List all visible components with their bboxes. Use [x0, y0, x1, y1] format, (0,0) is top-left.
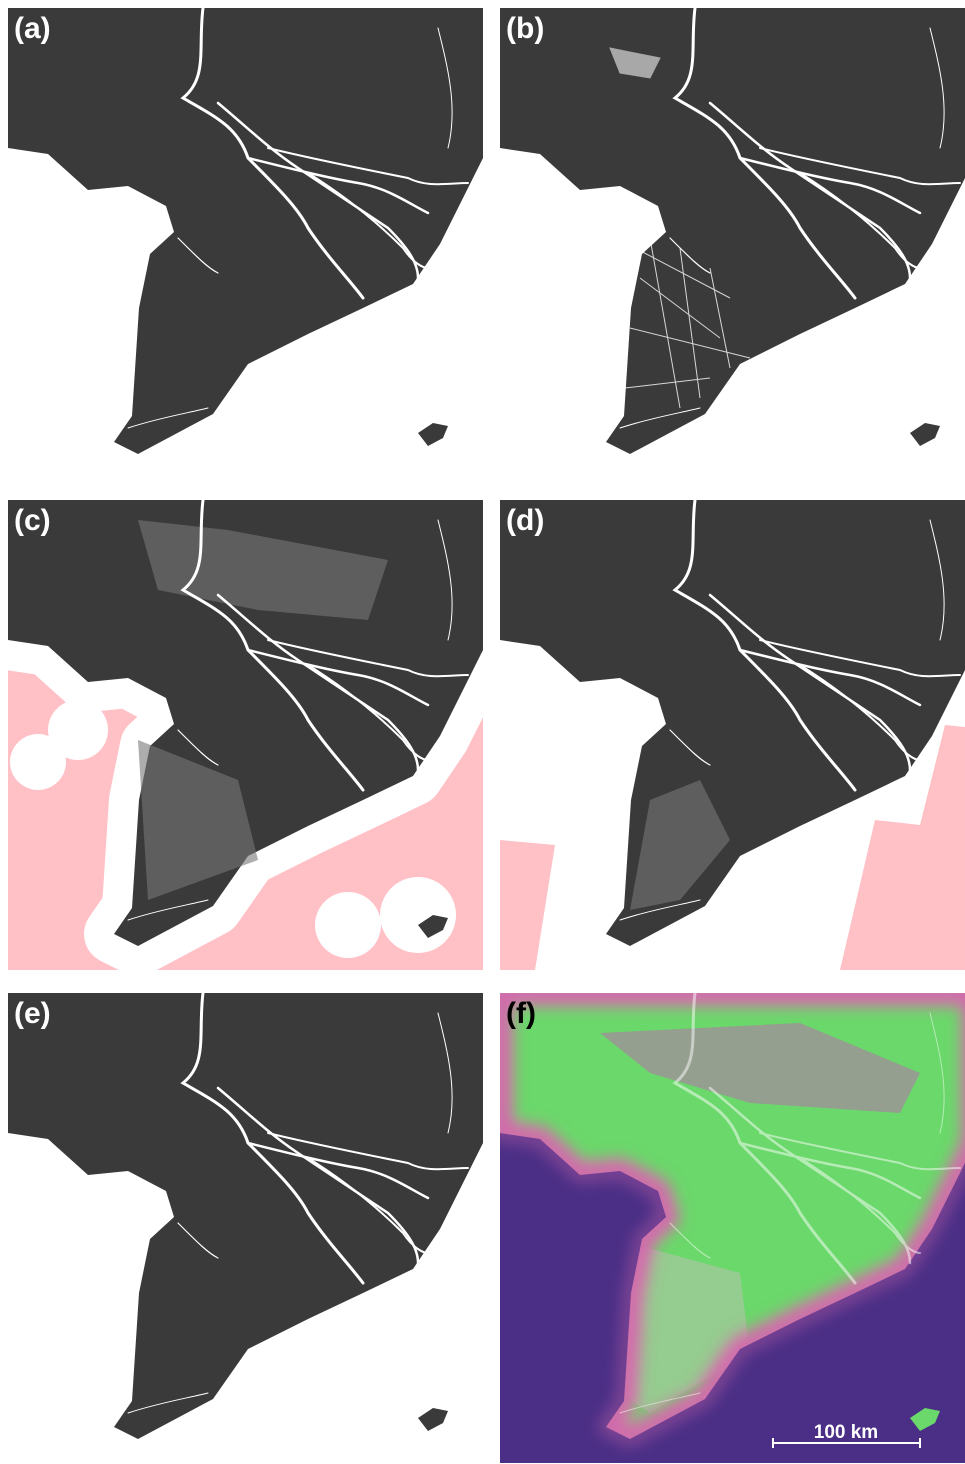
panel-d: (d) — [500, 500, 965, 970]
panel-b: (b) — [500, 8, 965, 478]
buffer-circle — [315, 892, 381, 958]
buffer-circle — [380, 877, 456, 953]
panel-label: (f) — [506, 997, 536, 1030]
figure: (a) (b) (c) (d) — [0, 0, 965, 1464]
panel-e: (e) — [8, 993, 483, 1463]
panel-c: (c) — [8, 500, 483, 970]
panel-label: (a) — [14, 12, 51, 45]
panel-label: (b) — [506, 12, 544, 45]
scale-bar-label: 100 km — [814, 1422, 878, 1443]
buffer-circle — [48, 700, 108, 760]
page: (a) (b) (c) (d) — [0, 0, 965, 1464]
panel-label: (e) — [14, 997, 51, 1030]
panel-a: (a) — [8, 8, 483, 478]
panel-f: 100 km (f) — [500, 993, 965, 1463]
panel-label: (d) — [506, 504, 544, 537]
panel-label: (c) — [14, 504, 51, 537]
